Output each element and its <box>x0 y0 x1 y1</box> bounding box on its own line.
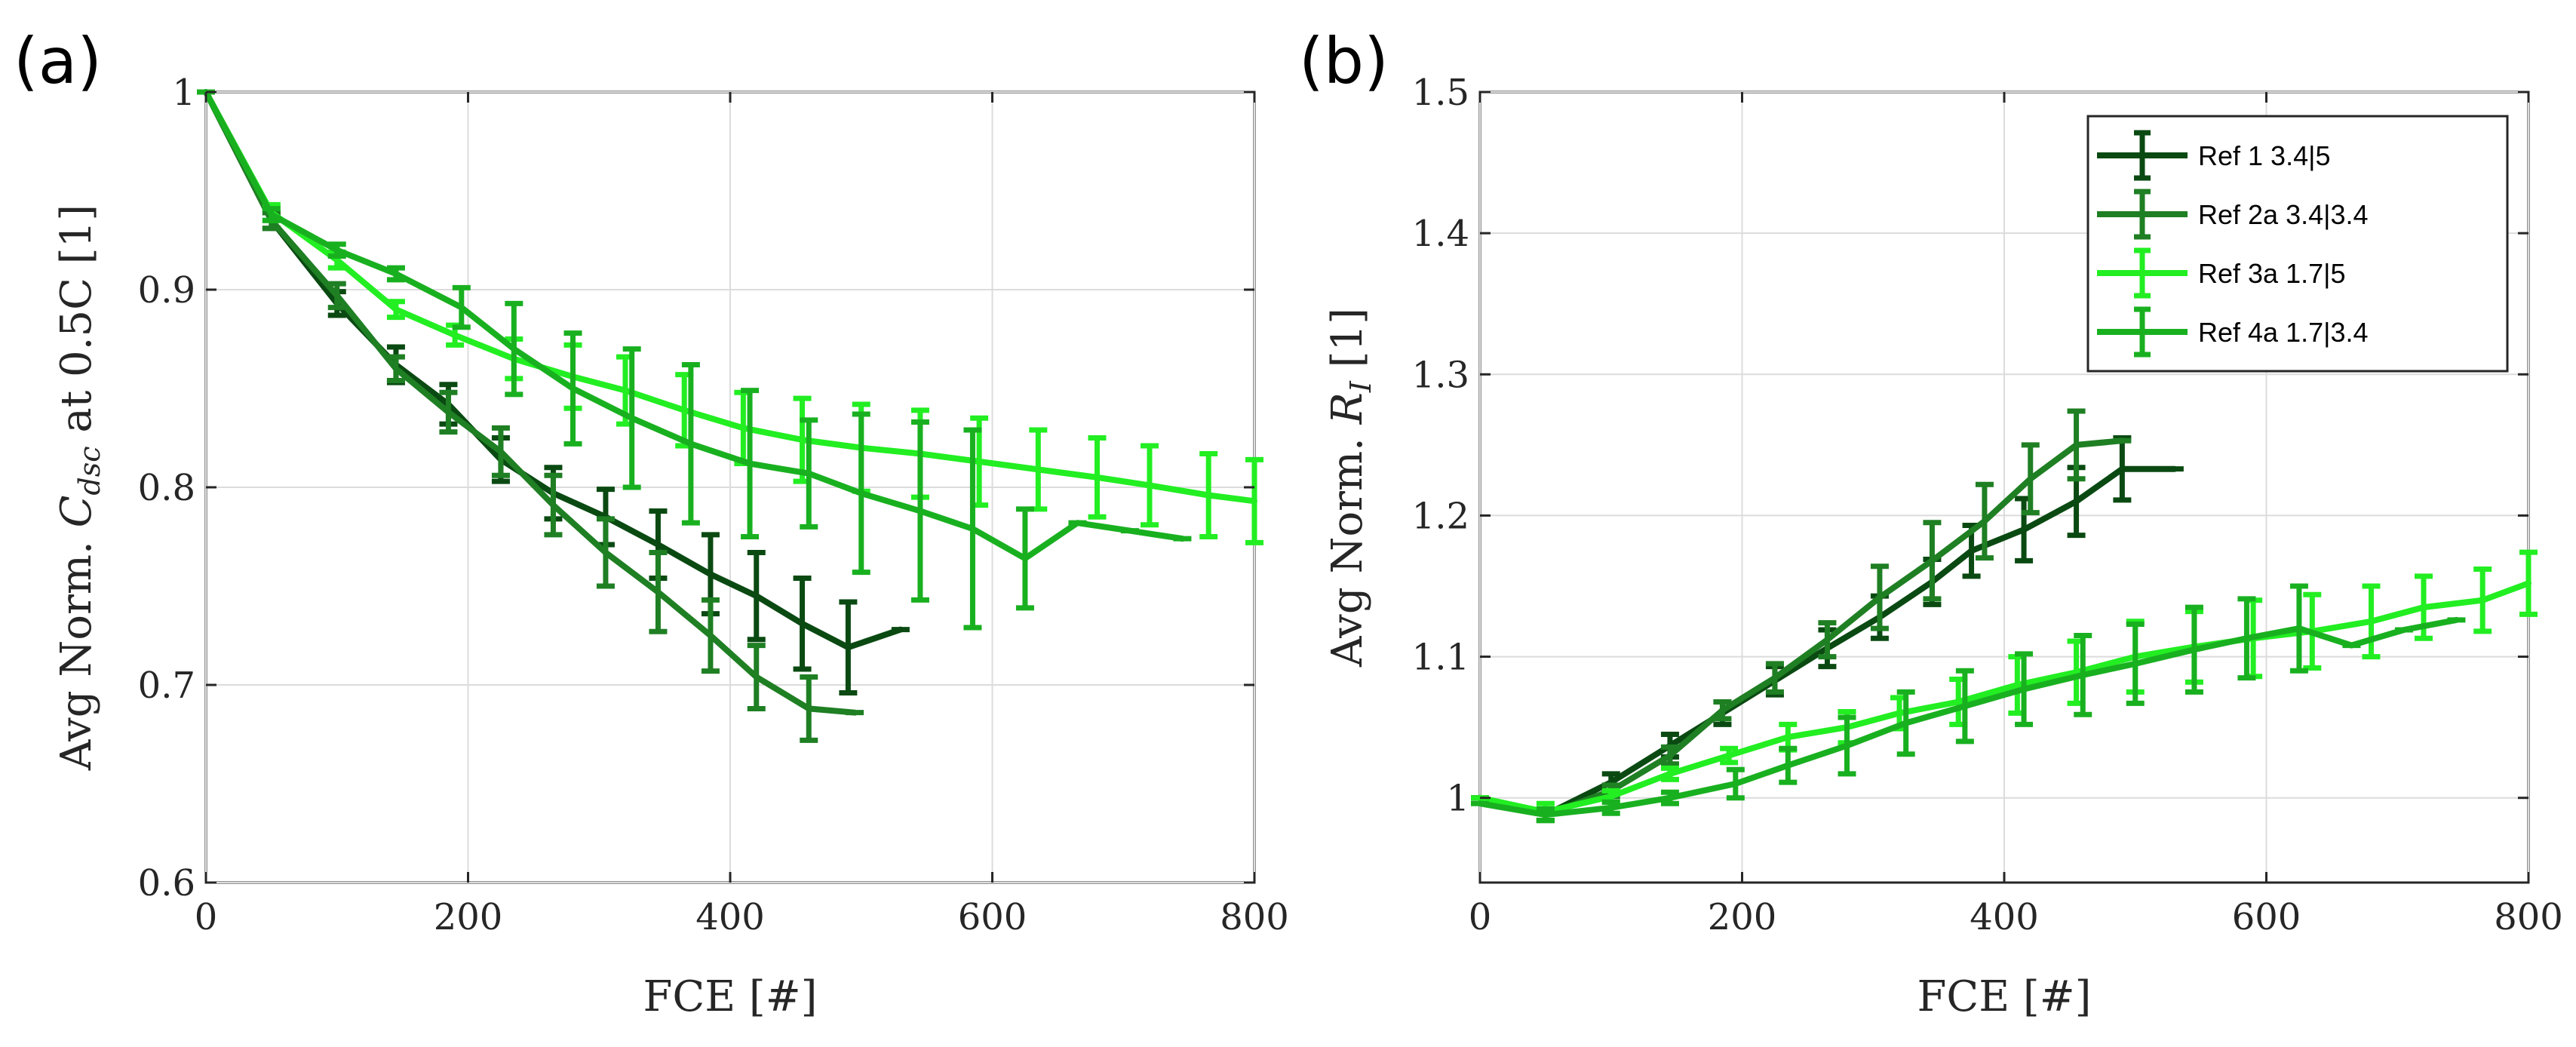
x-tick-label: 400 <box>1970 896 2039 938</box>
panel-b-series <box>1471 408 2538 824</box>
legend-entry-ref-1-3-4-5: Ref 1 3.4|5 <box>2097 130 2330 181</box>
panel-b-legend: Ref 1 3.4|5 Ref 2a 3.4|3.4 Ref 3a 1.7|5 Ref… <box>2086 115 2509 373</box>
series-ref-2a-3-4-3-4 <box>197 89 864 743</box>
series-line-ref-4a-1-7-3-4 <box>203 89 1186 562</box>
legend-label: Ref 3a 1.7|5 <box>2198 258 2346 289</box>
legend-entries: Ref 1 3.4|5 Ref 2a 3.4|3.4 Ref 3a 1.7|5 Ref… <box>2097 130 2369 358</box>
panel-b-ticks: 0 200 400 600 800 1 1.1 1.2 1.3 1.4 1.5 <box>1412 72 2563 938</box>
panel-b-ylabel: Avg Norm. RI [1] <box>1323 308 1377 668</box>
y-tick-label: 1.4 <box>1412 213 1469 255</box>
panel-b-xlabel: FCE [#] <box>1917 972 2092 1021</box>
x-tick-label: 0 <box>195 896 218 938</box>
panel-a-ylabel-suffix: at 0.5C [1] <box>52 204 101 447</box>
y-tick-label: 0.9 <box>138 269 195 312</box>
x-tick-label: 0 <box>1469 896 1492 938</box>
y-tick-label: 0.6 <box>138 862 195 904</box>
series-line-ref-4a-1-7-3-4 <box>1477 616 2460 818</box>
panel-b-ylabel-prefix: Avg Norm. <box>1323 424 1372 668</box>
series-ref-1-3-4-5 <box>197 89 910 695</box>
panel-a-ylabel-sub: dsc <box>73 446 106 495</box>
y-tick-label: 1.5 <box>1412 72 1469 114</box>
x-tick-label: 400 <box>695 896 765 938</box>
x-tick-label: 800 <box>1220 896 1289 938</box>
panel-b-ylabel-var: R <box>1323 392 1372 425</box>
x-tick-label: 200 <box>434 896 503 938</box>
y-tick-label: 1.1 <box>1412 637 1469 679</box>
legend-label: Ref 4a 1.7|3.4 <box>2198 317 2369 348</box>
panel-b-ylabel-sub: I <box>1344 380 1377 393</box>
panel-a-series <box>197 89 1263 743</box>
x-tick-label: 200 <box>1708 896 1777 938</box>
panel-a-ticks: 0 200 400 600 800 0.6 0.7 0.8 0.9 1 <box>138 72 1289 938</box>
series-ref-3a-1-7-5 <box>1471 549 2538 824</box>
series-line-ref-1-3-4-5 <box>1477 465 2178 818</box>
y-tick-label: 0.7 <box>138 665 195 707</box>
series-ref-4a-1-7-3-4 <box>1471 583 2466 824</box>
legend-label: Ref 2a 3.4|3.4 <box>2198 199 2369 230</box>
legend-label: Ref 1 3.4|5 <box>2198 140 2330 171</box>
y-tick-label: 1 <box>1446 778 1469 820</box>
panel-b-ylabel-suffix: [1] <box>1323 308 1372 381</box>
panel-a-ylabel: Avg Norm. Cdsc at 0.5C [1] <box>52 204 106 771</box>
series-line-ref-1-3-4-5 <box>203 89 904 651</box>
x-tick-label: 800 <box>2494 896 2563 938</box>
panel-a-label: (a) <box>14 24 102 98</box>
y-tick-label: 1.3 <box>1412 354 1469 396</box>
panel-a-grid <box>205 91 1255 883</box>
x-tick-label: 600 <box>958 896 1027 938</box>
series-ref-4a-1-7-3-4 <box>197 89 1192 631</box>
panel-b-label: (b) <box>1299 24 1389 98</box>
legend-entry-ref-2a-3-4-3-4: Ref 2a 3.4|3.4 <box>2097 189 2369 240</box>
legend-entry-ref-3a-1-7-5: Ref 3a 1.7|5 <box>2097 247 2346 299</box>
x-tick-label: 600 <box>2232 896 2301 938</box>
y-tick-label: 1 <box>172 72 195 114</box>
panel-a: 0 200 400 600 800 0.6 0.7 0.8 0.9 1 (a) FCE [#] A… <box>14 24 1289 1021</box>
legend-box <box>2086 115 2509 373</box>
panel-b: 0 200 400 600 800 1 1.1 1.2 1.3 1.4 1.5 (b) FCE [#… <box>1299 24 2563 1021</box>
panel-a-xlabel: FCE [#] <box>643 972 818 1021</box>
legend-entry-ref-4a-1-7-3-4: Ref 4a 1.7|3.4 <box>2097 306 2369 358</box>
panel-a-ylabel-var: C <box>52 496 101 528</box>
y-tick-label: 1.2 <box>1412 495 1469 537</box>
y-tick-label: 0.8 <box>138 467 195 509</box>
panel-a-ylabel-prefix: Avg Norm. <box>52 527 101 771</box>
